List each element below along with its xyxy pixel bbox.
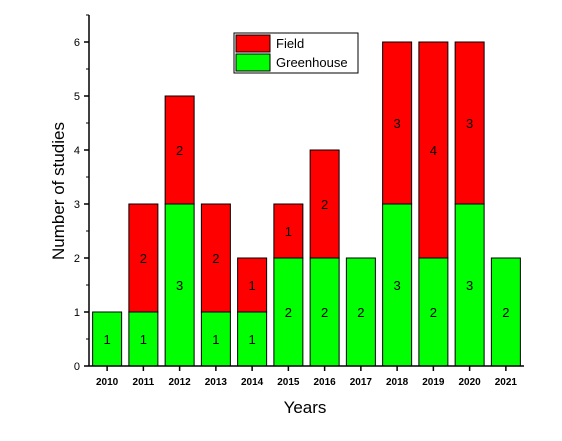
bar-label-greenhouse-2019: 2	[430, 305, 437, 320]
bar-field-2011	[128, 203, 159, 313]
bar-greenhouse-2016	[309, 257, 340, 367]
bar-greenhouse-2014	[237, 311, 268, 367]
axes-layer: 0 1 2 3 4 5 6 2010 2011 2012 2013 2014 2015 2016 2017 2…	[74, 14, 524, 388]
x-axis-title: Years	[284, 398, 327, 417]
x-tick-label-2020: 2020	[459, 377, 482, 388]
x-tick-label-2012: 2012	[169, 377, 192, 388]
bar-label-greenhouse-2011: 1	[140, 332, 147, 347]
bar-label-greenhouse-2021: 2	[502, 305, 509, 320]
bar-label-greenhouse-2020: 3	[466, 278, 473, 293]
bar-label-greenhouse-2012: 3	[176, 278, 183, 293]
bar-field-2019	[418, 41, 449, 259]
bar-field-2018	[382, 41, 413, 205]
y-axis-title: Number of studies	[49, 122, 68, 260]
bar-label-field-2015: 1	[285, 224, 292, 239]
bar-label-greenhouse-2015: 2	[285, 305, 292, 320]
y-tick-label-2: 2	[74, 253, 80, 265]
bar-label-field-2011: 2	[140, 251, 147, 266]
y-tick-label-1: 1	[74, 307, 80, 319]
bar-greenhouse-2012	[164, 203, 195, 367]
bar-label-field-2014: 1	[249, 278, 256, 293]
x-tick-label-2016: 2016	[314, 377, 337, 388]
y-tick-label-0: 0	[74, 361, 80, 373]
bar-label-field-2018: 3	[394, 116, 401, 131]
legend: Field Greenhouse	[233, 32, 359, 74]
bar-label-greenhouse-2013: 1	[212, 332, 219, 347]
y-tick-label-6: 6	[74, 37, 80, 49]
x-tick-label-2017: 2017	[350, 377, 373, 388]
bars-layer	[92, 41, 521, 367]
bar-field-2020	[454, 41, 485, 205]
bar-greenhouse-2020	[454, 203, 485, 367]
bar-field-2015	[273, 203, 304, 259]
bar-label-greenhouse-2016: 2	[321, 305, 328, 320]
y-tick-label-5: 5	[74, 91, 80, 103]
x-tick-label-2018: 2018	[386, 377, 409, 388]
bar-greenhouse-2013	[200, 311, 231, 367]
bar-label-field-2019: 4	[430, 143, 437, 158]
bar-greenhouse-2015	[273, 257, 304, 367]
x-tick-label-2015: 2015	[277, 377, 300, 388]
bar-greenhouse-2011	[128, 311, 159, 367]
labels-layer: 1 1 2 3 2 1 2 1 1 2 1 2 2 2 3 3 2 4 3 3 2	[104, 116, 510, 347]
legend-swatch-greenhouse	[235, 53, 271, 72]
bar-label-field-2020: 3	[466, 116, 473, 131]
x-tick-label-2021: 2021	[495, 377, 518, 388]
bar-label-greenhouse-2014: 1	[249, 332, 256, 347]
bar-field-2016	[309, 149, 340, 259]
legend-label-greenhouse: Greenhouse	[276, 55, 348, 70]
legend-label-field: Field	[276, 36, 304, 51]
bar-field-2012	[164, 95, 195, 205]
bar-label-field-2013: 2	[212, 251, 219, 266]
y-tick-label-4: 4	[74, 145, 80, 157]
y-tick-label-3: 3	[74, 199, 80, 211]
x-tick-label-2013: 2013	[205, 377, 228, 388]
x-tick-label-2019: 2019	[422, 377, 445, 388]
bar-label-greenhouse-2010: 1	[104, 332, 111, 347]
bar-field-2014	[237, 257, 268, 313]
bar-label-field-2012: 2	[176, 143, 183, 158]
x-tick-label-2010: 2010	[96, 377, 119, 388]
bar-greenhouse-2019	[418, 257, 449, 367]
bar-greenhouse-2017	[345, 257, 376, 367]
x-tick-label-2014: 2014	[241, 377, 264, 388]
bar-label-greenhouse-2018: 3	[394, 278, 401, 293]
bar-greenhouse-2010	[92, 311, 123, 367]
bar-field-2013	[200, 203, 231, 313]
bar-label-greenhouse-2017: 2	[357, 305, 364, 320]
legend-swatch-field	[235, 34, 271, 53]
x-tick-label-2011: 2011	[133, 377, 155, 388]
bar-label-field-2016: 2	[321, 197, 328, 212]
bar-greenhouse-2021	[490, 257, 521, 367]
